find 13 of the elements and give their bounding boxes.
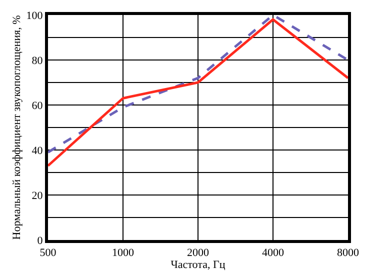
x-tick-label: 500: [40, 247, 57, 260]
x-tick-label: 1000: [112, 247, 134, 260]
x-tick-label: 4000: [262, 247, 284, 260]
y-tick-label: 40: [32, 144, 44, 157]
x-axis-title: Частота, Гц: [170, 259, 226, 272]
y-axis-title: Нормальный коэффициент звукопоглощения, %: [10, 15, 23, 240]
y-tick-label: 100: [26, 10, 44, 22]
x-tick-label: 2000: [187, 247, 210, 260]
y-tick-label: 0: [37, 234, 44, 247]
y-tick-label: 60: [32, 100, 44, 112]
y-tick-label: 20: [32, 190, 44, 202]
x-tick-label: 8000: [337, 247, 360, 260]
y-tick-label: 80: [32, 54, 44, 67]
